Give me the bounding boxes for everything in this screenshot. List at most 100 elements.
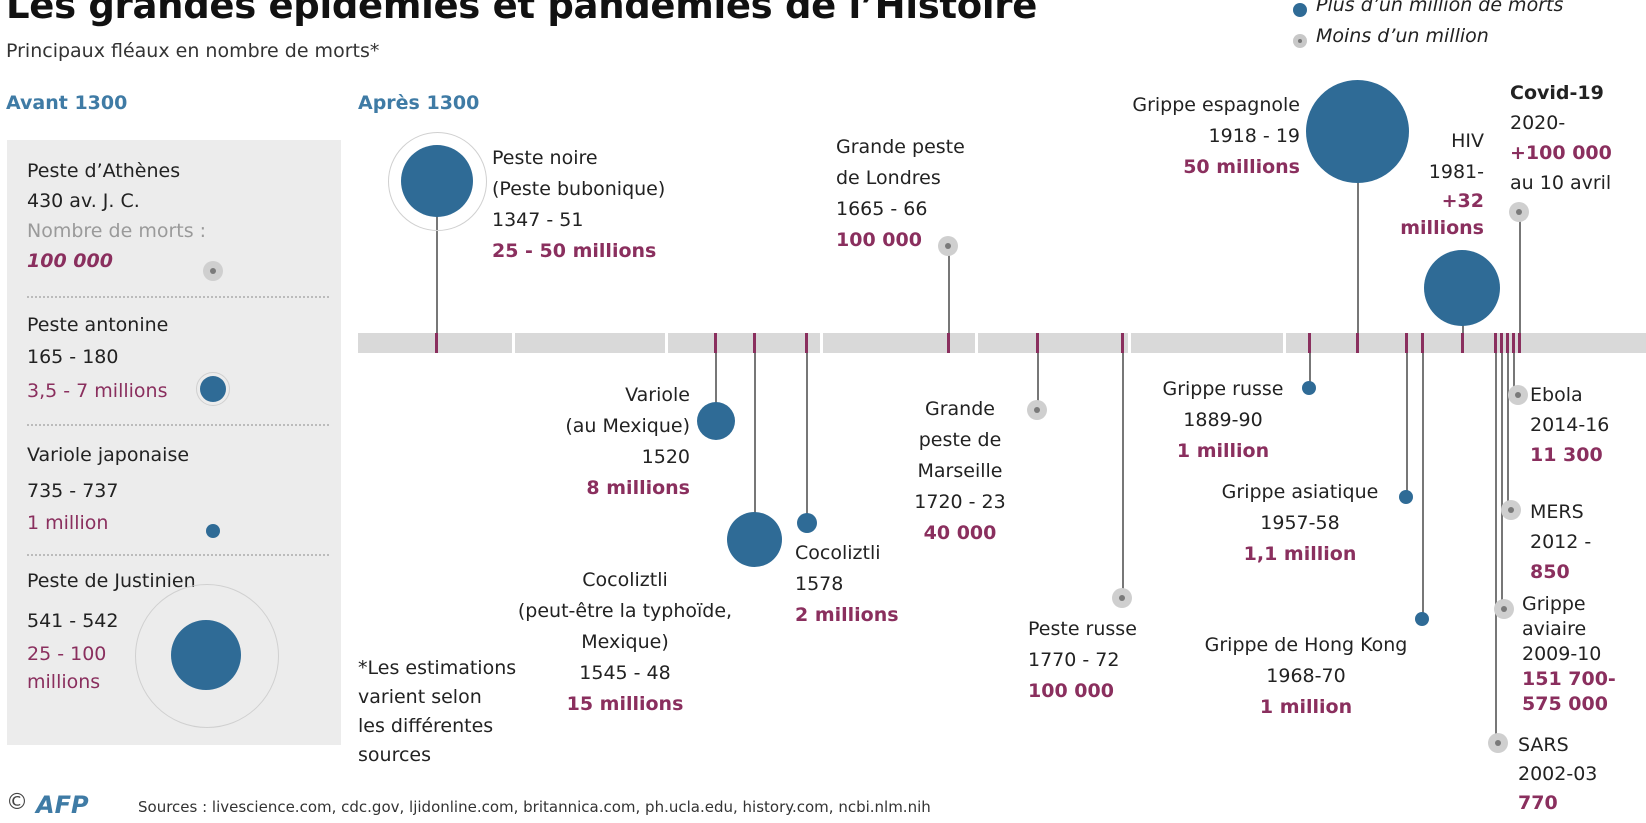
antonine-deaths: 3,5 - 7 millions bbox=[27, 380, 168, 402]
timeline-segment-gap bbox=[1128, 333, 1131, 353]
hiv-bubble bbox=[1424, 250, 1500, 326]
marseille-small-dot-icon bbox=[1027, 400, 1047, 420]
stem-aviaire bbox=[1501, 353, 1503, 608]
tick-asiatique bbox=[1405, 333, 1408, 353]
londres-small-dot-icon bbox=[938, 236, 958, 256]
peste-noire-bubble bbox=[401, 145, 473, 217]
covid-name: Covid-19 bbox=[1510, 82, 1604, 104]
before-1300-panel: Peste d’Athènes 430 av. J. C. Nombre de … bbox=[7, 140, 341, 745]
asiatique-dates: 1957-58 bbox=[1260, 512, 1340, 534]
grippe-russe-bubble bbox=[1302, 381, 1316, 395]
ebola-label: Ebola 2014-16 11 300 bbox=[1530, 380, 1609, 470]
stem-mers bbox=[1507, 353, 1509, 511]
tick-hiv bbox=[1461, 333, 1464, 353]
stem-marseille bbox=[1037, 353, 1039, 410]
peste-russe-name: Peste russe bbox=[1028, 618, 1137, 640]
sars-dates: 2002-03 bbox=[1518, 763, 1598, 785]
variole-mexique-label: Variole (au Mexique) 1520 8 millions bbox=[520, 380, 690, 504]
timeline-segment-gap bbox=[665, 333, 668, 353]
asiatique-name: Grippe asiatique bbox=[1221, 481, 1379, 503]
tick-covid bbox=[1518, 333, 1521, 353]
ebola-name: Ebola bbox=[1530, 384, 1583, 406]
legend-small-label: Moins d’un million bbox=[1316, 25, 1489, 47]
hong-kong-bubble bbox=[1415, 612, 1429, 626]
hiv-name: HIV bbox=[1451, 130, 1484, 152]
marseille-name-2: peste de bbox=[918, 429, 1002, 451]
footnote-line-2: varient selon bbox=[358, 686, 482, 708]
stem-cocoliztli-1545 bbox=[754, 353, 756, 513]
ebola-deaths: 11 300 bbox=[1530, 444, 1603, 466]
cocoliztli-1545-bubble bbox=[727, 512, 782, 567]
peste-russe-deaths: 100 000 bbox=[1028, 680, 1114, 702]
covid-dates: 2020- bbox=[1510, 112, 1566, 134]
variole-mexique-deaths: 8 millions bbox=[586, 477, 690, 499]
aviaire-dates: 2009-10 bbox=[1522, 643, 1602, 665]
grippe-russe-deaths: 1 million bbox=[1176, 440, 1270, 462]
tick-variole-mexique bbox=[714, 333, 717, 353]
tick-hong-kong bbox=[1421, 333, 1424, 353]
hong-kong-dates: 1968-70 bbox=[1266, 665, 1346, 687]
mers-small-dot-icon bbox=[1501, 500, 1521, 520]
variole-japonaise-dates: 735 - 737 bbox=[27, 480, 119, 502]
justinien-dates: 541 - 542 bbox=[27, 610, 119, 632]
aviaire-deaths-1: 151 700- bbox=[1522, 668, 1616, 690]
espagnole-name: Grippe espagnole bbox=[1132, 94, 1300, 116]
espagnole-dates: 1918 - 19 bbox=[1208, 125, 1300, 147]
hong-kong-deaths: 1 million bbox=[1259, 696, 1353, 718]
cocoliztli-1545-dates: 1545 - 48 bbox=[579, 662, 671, 684]
stem-peste-russe bbox=[1122, 353, 1124, 598]
athenes-name: Peste d’Athènes bbox=[27, 160, 181, 182]
tick-mers bbox=[1506, 333, 1509, 353]
stem-londres bbox=[948, 246, 950, 333]
marseille-name-3: Marseille bbox=[917, 460, 1003, 482]
sars-deaths: 770 bbox=[1518, 792, 1558, 814]
antonine-name: Peste antonine bbox=[27, 314, 169, 336]
mers-label: MERS 2012 - 850 bbox=[1530, 497, 1591, 587]
aviaire-name-2: aviaire bbox=[1522, 618, 1587, 640]
timeline-segment-gap bbox=[512, 333, 515, 353]
marseille-deaths: 40 000 bbox=[923, 522, 997, 544]
justinien-bubble bbox=[171, 620, 241, 690]
grippe-russe-dates: 1889-90 bbox=[1183, 409, 1263, 431]
stem-grippe-russe bbox=[1309, 353, 1311, 388]
stem-hong-kong bbox=[1422, 353, 1424, 615]
aviaire-deaths-2: 575 000 bbox=[1522, 693, 1608, 715]
page-title: Les grandes épidémies et pandémies de l’… bbox=[6, 0, 1038, 27]
page-subtitle: Principaux fléaux en nombre de morts* bbox=[6, 40, 380, 62]
peste-noire-name-2: (Peste bubonique) bbox=[492, 178, 666, 200]
timeline-bar bbox=[358, 333, 1646, 353]
variole-japonaise-name: Variole japonaise bbox=[27, 444, 190, 466]
variole-mexique-name-1: Variole bbox=[625, 384, 690, 406]
ebola-small-dot-icon bbox=[1508, 385, 1528, 405]
stem-variole-mexique bbox=[715, 353, 717, 403]
legend-big-label: Plus d’un million de morts bbox=[1316, 0, 1564, 16]
espagnole-bubble bbox=[1306, 80, 1409, 183]
asiatique-deaths: 1,1 million bbox=[1243, 543, 1357, 565]
cocoliztli-1545-deaths: 15 millions bbox=[566, 693, 684, 715]
tick-cocoliztli-1578 bbox=[805, 333, 808, 353]
timeline-segment-gap bbox=[1283, 333, 1286, 353]
cocoliztli-1578-dates: 1578 bbox=[795, 573, 844, 595]
londres-dates: 1665 - 66 bbox=[836, 198, 928, 220]
peste-noire-deaths: 25 - 50 millions bbox=[492, 240, 657, 262]
cocoliztli-1545-name-2: (peut-être la typhoïde, bbox=[517, 600, 733, 622]
stem-peste-noire bbox=[436, 210, 438, 333]
marseille-name-1: Grande bbox=[925, 398, 995, 420]
stem-sars bbox=[1495, 353, 1497, 743]
timeline-segment-gap bbox=[820, 333, 823, 353]
hiv-deaths-1: +32 bbox=[1441, 190, 1484, 212]
sars-label: SARS 2002-03 770 bbox=[1518, 731, 1597, 818]
hong-kong-name: Grippe de Hong Kong bbox=[1204, 634, 1408, 656]
footnote-line-4: sources bbox=[358, 744, 431, 766]
variole-mexique-name-2: (au Mexique) bbox=[565, 415, 690, 437]
peste-russe-label: Peste russe 1770 - 72 100 000 bbox=[1028, 614, 1137, 707]
hiv-label: HIV 1981- +32 millions bbox=[1360, 126, 1484, 242]
londres-deaths: 100 000 bbox=[836, 229, 922, 251]
section-before-1300: Avant 1300 bbox=[6, 92, 128, 114]
grippe-russe-label: Grippe russe 1889-90 1 million bbox=[1148, 374, 1298, 467]
cocoliztli-1578-bubble bbox=[797, 513, 817, 533]
peste-noire-label: Peste noire (Peste bubonique) 1347 - 51 … bbox=[492, 143, 665, 267]
legend-small-dot-icon bbox=[1293, 34, 1307, 48]
separator bbox=[27, 424, 329, 426]
sources: Sources : livescience.com, cdc.gov, ljid… bbox=[138, 798, 931, 816]
